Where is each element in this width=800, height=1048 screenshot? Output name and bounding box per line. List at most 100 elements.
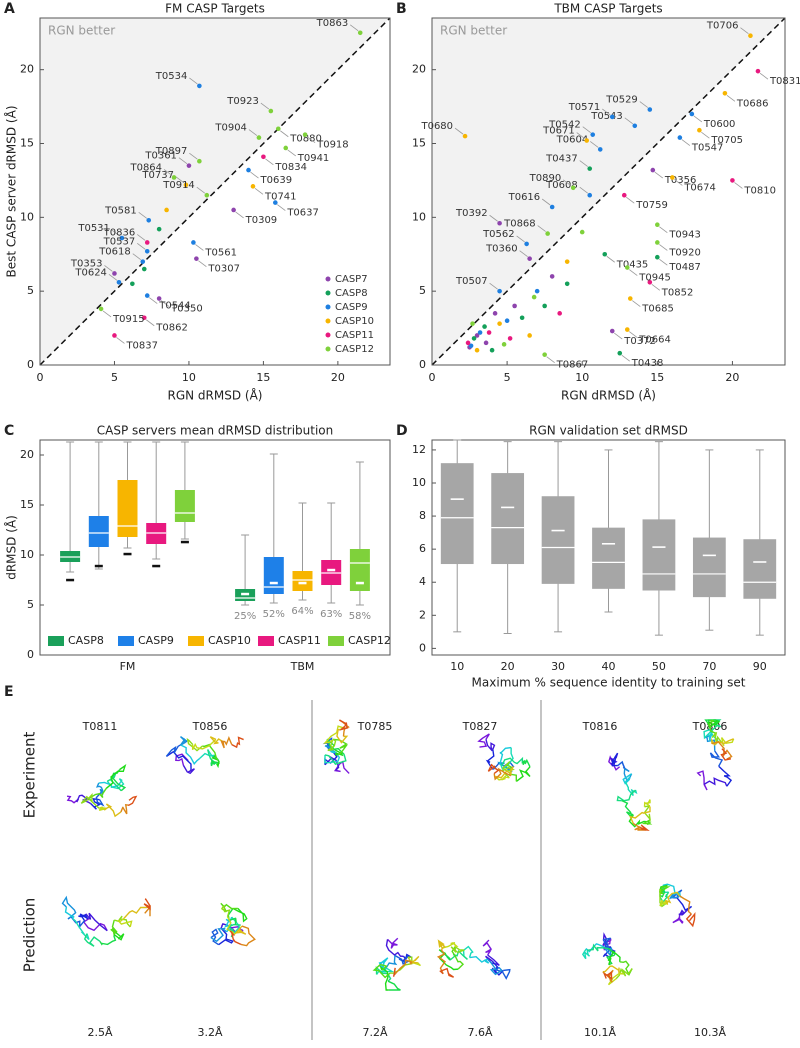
y-tick-label: 10 bbox=[20, 210, 34, 223]
point bbox=[497, 321, 502, 326]
point bbox=[527, 256, 532, 261]
point bbox=[570, 185, 576, 191]
y-tick-label: 6 bbox=[419, 542, 426, 555]
legend-label: CASP12 bbox=[335, 344, 374, 355]
structure-trace bbox=[229, 930, 242, 946]
x-tick-label: 10 bbox=[182, 371, 196, 384]
point-label: T0945 bbox=[638, 273, 671, 284]
label-leader bbox=[537, 225, 546, 232]
structure-trace bbox=[450, 945, 465, 954]
legend-label: CASP11 bbox=[335, 330, 374, 341]
label-leader bbox=[163, 169, 173, 176]
structure-trace bbox=[581, 949, 591, 960]
plot-frame bbox=[431, 17, 786, 366]
structure-trace bbox=[210, 927, 228, 943]
point bbox=[597, 147, 603, 152]
y-axis-label: dRMSD (Å) bbox=[4, 515, 19, 580]
rmsd-label: 7.2Å bbox=[362, 1026, 387, 1039]
point bbox=[512, 303, 517, 309]
structure-trace bbox=[394, 959, 413, 975]
label-leader bbox=[111, 229, 121, 237]
point bbox=[501, 342, 507, 347]
point-label: T0529 bbox=[605, 95, 638, 106]
structure-trace bbox=[611, 752, 619, 767]
structure-trace bbox=[486, 958, 503, 976]
structure-trace bbox=[707, 719, 717, 735]
legend-swatch bbox=[325, 318, 331, 324]
point-label: T0608 bbox=[545, 180, 578, 191]
target-name: T0856 bbox=[192, 720, 228, 733]
x-tick-label: 10 bbox=[575, 371, 589, 384]
label-leader bbox=[280, 130, 289, 138]
point-label: T0562 bbox=[482, 229, 515, 240]
rmsd-label: 7.6Å bbox=[467, 1026, 492, 1039]
label-leader bbox=[160, 300, 170, 307]
box bbox=[440, 463, 474, 565]
point bbox=[670, 175, 675, 180]
structure-trace bbox=[485, 954, 500, 966]
point bbox=[609, 114, 615, 120]
label-leader bbox=[277, 204, 286, 211]
structure-trace bbox=[678, 908, 689, 916]
point bbox=[231, 207, 236, 213]
label-leader bbox=[138, 211, 147, 219]
label-leader bbox=[639, 101, 649, 108]
point bbox=[171, 175, 177, 180]
x-tick-label: 20 bbox=[725, 371, 739, 384]
structure-trace bbox=[438, 949, 459, 971]
legend-label: CASP11 bbox=[278, 634, 321, 647]
point-label: T0353 bbox=[70, 258, 103, 269]
point-label: T0639 bbox=[260, 175, 293, 186]
y-tick-label: 8 bbox=[419, 509, 426, 522]
structure-trace bbox=[127, 795, 138, 806]
point bbox=[273, 200, 278, 205]
point bbox=[579, 229, 585, 235]
point bbox=[545, 231, 550, 236]
structure-trace bbox=[80, 792, 100, 809]
point-label: T0604 bbox=[556, 134, 589, 145]
legend-label: CASP12 bbox=[348, 634, 391, 647]
label-leader bbox=[582, 126, 591, 133]
point-label: T0350 bbox=[170, 304, 203, 315]
chart-title: RGN validation set dRMSD bbox=[529, 424, 688, 438]
y-tick-label: 5 bbox=[27, 598, 34, 611]
structure-trace bbox=[603, 946, 613, 958]
mean bbox=[180, 540, 189, 544]
rmsd-label: 10.3Å bbox=[694, 1026, 726, 1039]
point bbox=[197, 158, 202, 164]
panel-letter: B bbox=[396, 1, 407, 17]
structure-trace bbox=[639, 824, 650, 831]
point-label: T0941 bbox=[297, 153, 330, 164]
point-label: T0737 bbox=[141, 170, 174, 181]
mean bbox=[601, 542, 616, 545]
point bbox=[275, 126, 281, 132]
point bbox=[194, 256, 199, 261]
rmsd-label: 2.5Å bbox=[87, 1026, 112, 1039]
mean bbox=[702, 554, 716, 557]
point-label: T0759 bbox=[635, 200, 668, 211]
point bbox=[627, 296, 633, 301]
x-axis-label: Maximum % sequence identity to training … bbox=[472, 676, 746, 690]
structure-trace bbox=[105, 764, 127, 789]
structure-trace bbox=[659, 889, 669, 908]
point bbox=[112, 333, 117, 338]
point bbox=[531, 294, 537, 300]
mean bbox=[123, 552, 132, 556]
point bbox=[730, 178, 735, 183]
structure-trace bbox=[323, 725, 344, 745]
label-leader bbox=[681, 139, 691, 146]
x-tick-label: 30 bbox=[551, 660, 565, 673]
row-label: Experiment bbox=[21, 732, 39, 819]
structure-trace bbox=[603, 971, 613, 981]
panel-letter: A bbox=[4, 1, 15, 17]
mean bbox=[327, 568, 336, 572]
structure-trace bbox=[81, 912, 108, 932]
legend-label: CASP9 bbox=[335, 302, 368, 313]
label-leader bbox=[693, 115, 703, 123]
point-label: T0867 bbox=[556, 360, 589, 371]
structure-trace bbox=[324, 754, 347, 766]
x-tick-label: TBM bbox=[290, 660, 315, 673]
point-label: T0834 bbox=[274, 162, 307, 173]
percent-label: 58% bbox=[349, 611, 371, 622]
box bbox=[743, 539, 777, 599]
